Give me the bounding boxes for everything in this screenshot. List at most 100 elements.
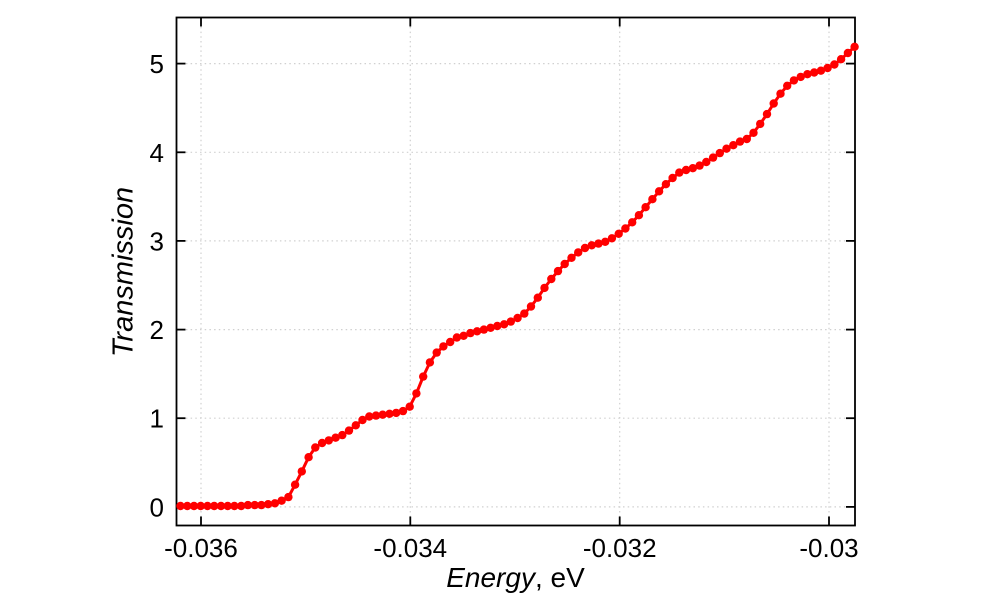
data-point [783, 81, 792, 91]
data-point [547, 274, 556, 284]
data-point [540, 283, 549, 293]
data-point [769, 99, 778, 108]
data-point [560, 259, 569, 269]
data-line [179, 45, 857, 508]
data-point [284, 492, 293, 502]
data-point [331, 433, 340, 442]
data-point [749, 128, 758, 137]
data-point [304, 453, 313, 462]
data-point [614, 229, 623, 238]
data-point [196, 501, 205, 511]
data-point [243, 500, 253, 510]
data-point [641, 203, 650, 212]
data-point [365, 412, 374, 421]
data-point [216, 501, 226, 511]
y-tick-label: 5 [150, 49, 164, 79]
data-point [601, 237, 610, 246]
data-point [661, 180, 671, 189]
data-point [621, 224, 630, 233]
data-point [695, 161, 704, 170]
data-point [654, 187, 664, 196]
data-point [223, 501, 232, 511]
data-point [533, 293, 542, 302]
data-point [432, 348, 441, 357]
data-point [466, 328, 475, 338]
data-point [257, 500, 266, 510]
data-point [668, 173, 677, 183]
data-point [203, 501, 212, 511]
data-point [810, 68, 819, 77]
data-point [702, 157, 711, 167]
data-point [210, 501, 219, 511]
data-point [567, 253, 576, 262]
data-point [681, 165, 691, 175]
data-point [830, 60, 839, 69]
data-point [520, 309, 529, 318]
data-point [493, 321, 502, 331]
data-point [708, 153, 718, 162]
data-point [722, 144, 731, 153]
data-point [486, 323, 495, 332]
y-tick-label: 2 [150, 315, 164, 345]
data-point [850, 42, 859, 51]
data-point [648, 195, 657, 204]
data-point [789, 76, 799, 85]
data-point [425, 358, 435, 367]
data-point [742, 134, 751, 144]
data-point [756, 119, 765, 129]
data-point [405, 402, 414, 411]
data-point [688, 164, 697, 173]
data-point [250, 500, 259, 510]
data-point [311, 443, 320, 452]
data-point [378, 410, 387, 419]
data-point [553, 266, 563, 276]
data-point [452, 333, 462, 342]
data-point [324, 436, 333, 445]
data-point [351, 421, 360, 430]
data-point [513, 313, 522, 323]
data-point [237, 501, 246, 511]
data-point [526, 302, 536, 311]
plot-border [175, 16, 856, 527]
data-point [823, 63, 832, 73]
data-point [843, 48, 853, 58]
data-point [277, 496, 286, 505]
x-axis-title-unit: , eV [534, 562, 585, 593]
data-point [816, 66, 826, 75]
data-point [715, 148, 724, 158]
data-point [439, 342, 448, 351]
data-point [776, 89, 785, 98]
data-point [574, 248, 583, 257]
data-point [628, 218, 637, 227]
data-point [446, 337, 455, 347]
data-point [398, 406, 408, 416]
data-point [297, 467, 306, 476]
data-point [419, 372, 428, 381]
y-tick-label: 0 [150, 492, 164, 522]
data-point [358, 415, 367, 425]
data-point [803, 70, 812, 79]
y-tick-label: 3 [150, 226, 164, 256]
data-point [176, 501, 185, 511]
data-point [344, 426, 354, 435]
data-point [472, 327, 482, 336]
y-tick-label: 1 [150, 404, 164, 434]
data-point [729, 141, 738, 150]
data-point [580, 243, 590, 253]
data-point [412, 389, 421, 398]
data-point [230, 501, 239, 511]
data-point [479, 325, 489, 334]
data-point [587, 241, 596, 250]
data-point [338, 430, 347, 440]
data-point [183, 501, 192, 511]
data-point [796, 72, 805, 82]
y-axis-title: Transmission [107, 186, 140, 358]
x-tick-label: -0.034 [373, 533, 447, 563]
data-point [499, 320, 509, 329]
data-point [735, 137, 745, 146]
data-point [762, 109, 772, 119]
data-point [594, 239, 603, 248]
data-point [263, 500, 273, 509]
data-point [607, 234, 617, 243]
